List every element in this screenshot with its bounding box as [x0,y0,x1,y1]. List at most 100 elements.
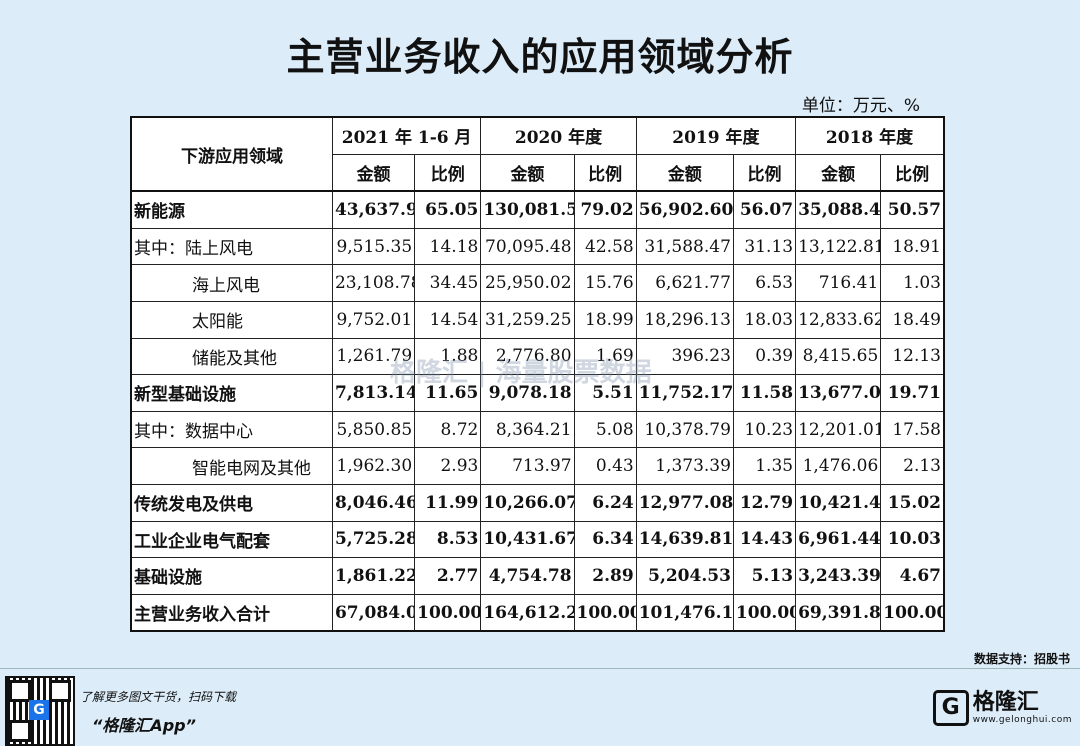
header-ratio: 比例 [732,153,797,192]
amount-cell: 12,833.62 [795,300,882,339]
amount-cell: 1,373.39 [635,447,734,485]
row-label: 新型基础设施 [130,374,333,412]
app-name: “格隆汇App” [92,716,196,735]
row-label: 其中：陆上风电 [130,227,333,266]
table-row: 新能源43,637.9365.05130,081.5579.0256,902.6… [130,190,945,229]
ratio-cell: 12.79 [732,483,797,522]
amount-cell: 35,088.49 [795,190,882,229]
amount-cell: 5,725.28 [331,520,416,559]
ratio-cell: 8.72 [414,410,482,449]
qr-logo-icon: G [29,700,49,720]
ratio-cell: 18.91 [880,227,945,266]
ratio-cell: 100.00 [732,593,797,632]
amount-cell: 6,621.77 [635,264,734,302]
header-period: 2021 年 1-6 月 [331,116,482,155]
amount-cell: 8,046.46 [331,483,416,522]
ratio-cell: 0.43 [573,447,637,485]
amount-cell: 716.41 [795,264,882,302]
table-row: 主营业务收入合计67,084.04100.00164,612.25100.001… [130,593,945,632]
revenue-table: 下游应用领域 2021 年 1-6 月 2020 年度 2019 年度 2018… [130,116,945,633]
brand-g-icon: G [932,690,969,726]
ratio-cell: 1.88 [414,337,482,376]
header-amount: 金额 [480,153,575,192]
ratio-cell: 65.05 [414,190,482,229]
ratio-cell: 4.67 [880,557,945,595]
table-row: 海上风电 23,108.78 34.45 25,950.02 15.76 6,621.77… [130,264,945,302]
amount-cell: 69,391.84 [795,593,882,632]
amount-cell: 31,588.47 [635,227,734,266]
ratio-cell: 50.57 [880,190,945,229]
table-row: 其中：陆上风电 9,515.35 14.18 70,095.48 42.58 31,588… [130,227,945,266]
table-row: 智能电网及其他 1,962.30 2.93 713.97 0.43 1,373.39 1.3… [130,447,945,485]
ratio-cell: 17.58 [880,410,945,449]
ratio-cell: 2.93 [414,447,482,485]
ratio-cell: 2.13 [880,447,945,485]
header-period: 2020 年度 [480,116,637,155]
amount-cell: 1,861.22 [331,557,416,595]
unit-label: 单位：万元、% [801,96,920,116]
header-ratio: 比例 [880,153,945,192]
table-row: 基础设施 1,861.22 2.77 4,754.78 2.89 5,204.53 5.13… [130,557,945,595]
header-period: 2019 年度 [635,116,797,155]
ratio-cell: 34.45 [414,264,482,302]
amount-cell: 9,515.35 [331,227,416,266]
ratio-cell: 11.65 [414,374,482,412]
amount-cell: 11,752.17 [635,374,734,412]
ratio-cell: 100.00 [414,593,482,632]
table-row: 其中：数据中心 5,850.85 8.72 8,364.21 5.08 10,378.79… [130,410,945,449]
row-label: 传统发电及供电 [130,483,333,522]
table-row: 新型基础设施 7,813.14 11.65 9,078.18 5.51 11,752.17… [130,374,945,412]
header-amount: 金额 [795,153,882,192]
source-note: 数据支持：招股书 [973,652,1070,666]
row-label: 太阳能 [130,300,333,339]
ratio-cell: 19.71 [880,374,945,412]
row-label: 主营业务收入合计 [130,593,333,632]
row-label: 基础设施 [130,557,333,595]
ratio-cell: 79.02 [573,190,637,229]
amount-cell: 23,108.78 [331,264,416,302]
ratio-cell: 11.58 [732,374,797,412]
ratio-cell: 2.89 [573,557,637,595]
header-amount: 金额 [635,153,734,192]
amount-cell: 396.23 [635,337,734,376]
ratio-cell: 5.08 [573,410,637,449]
row-label: 智能电网及其他 [130,447,333,485]
ratio-cell: 5.51 [573,374,637,412]
ratio-cell: 1.03 [880,264,945,302]
amount-cell: 25,950.02 [480,264,575,302]
ratio-cell: 6.53 [732,264,797,302]
header-amount: 金额 [331,153,416,192]
ratio-cell: 31.13 [732,227,797,266]
ratio-cell: 14.18 [414,227,482,266]
ratio-cell: 5.13 [732,557,797,595]
amount-cell: 9,078.18 [480,374,575,412]
ratio-cell: 14.43 [732,520,797,559]
amount-cell: 56,902.60 [635,190,734,229]
ratio-cell: 42.58 [573,227,637,266]
brand-name: 格隆汇 [972,690,1039,715]
qr-code[interactable]: G [5,676,75,746]
amount-cell: 130,081.55 [480,190,575,229]
ratio-cell: 18.03 [732,300,797,339]
amount-cell: 4,754.78 [480,557,575,595]
amount-cell: 12,201.01 [795,410,882,449]
amount-cell: 70,095.48 [480,227,575,266]
amount-cell: 67,084.04 [331,593,416,632]
amount-cell: 7,813.14 [331,374,416,412]
ratio-cell: 15.02 [880,483,945,522]
footer-divider [0,668,1080,669]
amount-cell: 9,752.01 [331,300,416,339]
header-ratio: 比例 [414,153,482,192]
promo-text: 了解更多图文干货，扫码下载 [80,690,237,704]
amount-cell: 8,415.65 [795,337,882,376]
amount-cell: 2,776.80 [480,337,575,376]
brand-url: www.gelonghui.com [972,715,1072,725]
ratio-cell: 0.39 [732,337,797,376]
ratio-cell: 10.23 [732,410,797,449]
row-label: 新能源 [130,190,333,229]
amount-cell: 10,421.46 [795,483,882,522]
amount-cell: 31,259.25 [480,300,575,339]
ratio-cell: 18.49 [880,300,945,339]
ratio-cell: 56.07 [732,190,797,229]
amount-cell: 3,243.39 [795,557,882,595]
